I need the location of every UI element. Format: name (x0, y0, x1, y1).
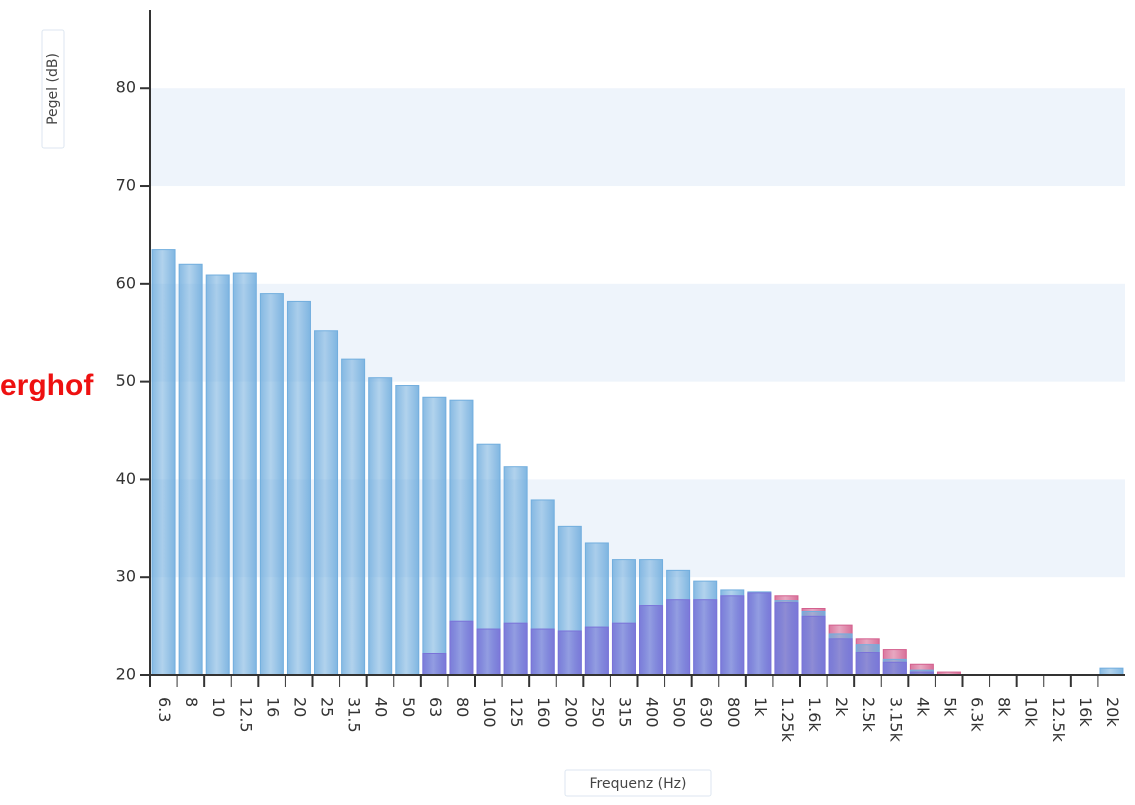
bar (801, 615, 826, 676)
x-tick-label: 10k (1022, 697, 1041, 727)
bar (747, 592, 772, 676)
x-tick-label: 1.25k (778, 697, 797, 743)
x-axis-title: Frequenz (Hz) (590, 776, 687, 792)
x-tick-label: 8k (995, 697, 1014, 717)
x-tick-label: 1.6k (805, 697, 824, 732)
x-tick-label: 3.15k (886, 697, 905, 743)
bar (205, 274, 230, 676)
x-tick-label: 8 (182, 697, 201, 707)
x-tick-label: 20 (290, 697, 309, 717)
x-axis-title-box: Frequenz (Hz) (564, 769, 712, 797)
grid-band (150, 283, 1125, 382)
x-tick-label: 12.5 (236, 697, 255, 733)
bar (828, 638, 853, 676)
y-axis-title-box: Pegel (dB) (41, 29, 65, 149)
bar (611, 622, 636, 676)
x-tick-label: 100 (480, 697, 499, 728)
x-tick-label: 63 (426, 697, 445, 717)
annotation: erghof (0, 369, 94, 402)
x-tick-label: 400 (643, 697, 662, 728)
bar (449, 620, 474, 676)
x-tick-label: 16k (1076, 697, 1095, 727)
bar (341, 358, 366, 676)
y-tick-label: 80 (116, 78, 136, 97)
bar (666, 599, 691, 676)
bar (476, 628, 501, 676)
y-tick-label: 70 (116, 176, 136, 195)
grid-band (150, 88, 1125, 187)
x-tick-label: 5k (940, 697, 959, 717)
bar (639, 605, 664, 676)
y-axis-title: Pegel (dB) (45, 53, 61, 125)
bar (774, 602, 799, 676)
x-tick-label: 50 (399, 697, 418, 717)
grid-band (150, 479, 1125, 578)
y-tick-label: 30 (116, 567, 136, 586)
bar (693, 599, 718, 676)
x-tick-label: 80 (453, 697, 472, 717)
x-tick-label: 200 (561, 697, 580, 728)
x-tick-label: 31.5 (345, 697, 364, 733)
y-tick-label: 50 (116, 371, 136, 390)
x-tick-label: 20k (1103, 697, 1122, 727)
x-tick-label: 10 (209, 697, 228, 717)
x-tick-label: 800 (724, 697, 743, 728)
x-tick-label: 40 (372, 697, 391, 717)
x-tick-label: 500 (670, 697, 689, 728)
bar (286, 300, 311, 676)
bar (259, 293, 284, 676)
bar (178, 263, 203, 676)
x-tick-label: 2k (832, 697, 851, 717)
bar (232, 272, 257, 676)
bar (855, 652, 880, 676)
bar (1099, 667, 1124, 676)
x-tick-label: 1k (751, 697, 770, 717)
x-tick-label: 6.3k (968, 697, 987, 732)
bar (422, 652, 447, 676)
y-tick-label: 20 (116, 665, 136, 684)
x-tick-label: 16 (263, 697, 282, 717)
bar (720, 595, 745, 676)
x-tick-label: 2.5k (859, 697, 878, 732)
bar (395, 385, 420, 676)
bar (530, 628, 555, 676)
x-tick-label: 160 (534, 697, 553, 728)
x-tick-label: 4k (913, 697, 932, 717)
bar (503, 622, 528, 676)
x-tick-label: 250 (588, 697, 607, 728)
y-tick-label: 40 (116, 469, 136, 488)
x-tick-label: 315 (615, 697, 634, 728)
bar (422, 396, 447, 676)
bar (368, 377, 393, 676)
bar (151, 249, 176, 676)
x-tick-label: 125 (507, 697, 526, 728)
x-tick-label: 12.5k (1049, 697, 1068, 743)
x-tick-label: 25 (318, 697, 337, 717)
bar (584, 626, 609, 676)
y-tick-label: 60 (116, 273, 136, 292)
bar (557, 630, 582, 676)
bar (882, 661, 907, 676)
x-tick-label: 6.3 (155, 697, 174, 722)
bar (314, 330, 339, 676)
x-tick-label: 630 (697, 697, 716, 728)
